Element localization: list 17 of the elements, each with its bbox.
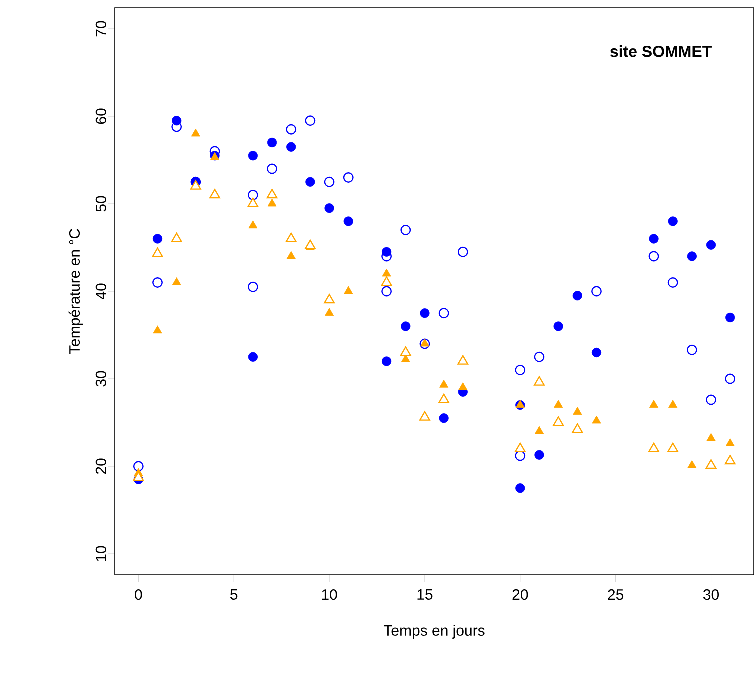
x-tick-label: 25	[608, 590, 624, 600]
y-axis-title: Température en °C	[68, 229, 84, 354]
y-tick-label: 40	[96, 284, 106, 300]
annotation: site SOMMET	[610, 46, 712, 58]
x-tick-label: 5	[230, 590, 238, 600]
x-axis-title: Temps en jours	[384, 624, 485, 639]
y-tick-label: 20	[96, 458, 106, 474]
y-tick-label: 60	[96, 108, 106, 124]
y-tick-label: 50	[96, 196, 106, 212]
x-tick-label: 0	[135, 590, 142, 600]
y-tick-label: 70	[96, 21, 106, 37]
x-tick-label: 10	[322, 590, 338, 600]
x-tick-label: 15	[418, 590, 433, 600]
x-tick-label: 30	[703, 590, 720, 600]
y-tick-label: 10	[96, 546, 106, 562]
y-tick-label: 30	[96, 371, 106, 387]
x-tick-label: 20	[512, 590, 528, 600]
